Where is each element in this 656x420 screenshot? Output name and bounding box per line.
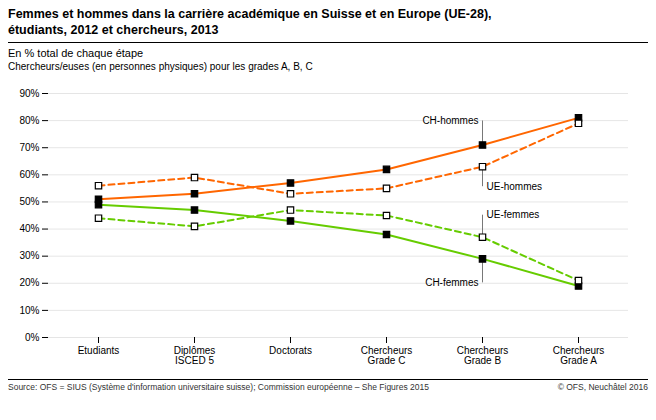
html-text:Source: OFS = SIUS (Système d': Source: OFS = SIUS (Système d'informatio… [8, 382, 429, 392]
svg-text:90%: 90% [19, 88, 39, 99]
svg-text:60%: 60% [19, 169, 39, 180]
svg-text:CH-femmes: CH-femmes [425, 277, 478, 288]
svg-text:Doctorats: Doctorats [269, 345, 312, 356]
svg-text:70%: 70% [19, 142, 39, 153]
svg-text:80%: 80% [19, 115, 39, 126]
svg-text:UE-hommes: UE-hommes [487, 181, 543, 192]
html-text:© OFS, Neuchâtel 2016: © OFS, Neuchâtel 2016 [557, 382, 648, 392]
svg-text:10%: 10% [19, 305, 39, 316]
svg-text:Etudiants: Etudiants [78, 345, 120, 356]
svg-text:UE-femmes: UE-femmes [487, 209, 540, 220]
svg-text:DiplômesISCED 5: DiplômesISCED 5 [174, 345, 216, 366]
html-text:Chercheurs/euses (en personnes: Chercheurs/euses (en personnes physiques… [8, 61, 313, 72]
svg-text:0%: 0% [25, 332, 40, 343]
svg-text:20%: 20% [19, 277, 39, 288]
html-text:En % total de chaque étape: En % total de chaque étape [8, 47, 144, 59]
svg-text:ChercheursGrade A: ChercheursGrade A [553, 345, 605, 366]
html-text:Femmes et hommes dans la carri: Femmes et hommes dans la carrière académ… [8, 7, 492, 37]
svg-text:30%: 30% [19, 250, 39, 261]
svg-text:CH-hommes: CH-hommes [422, 115, 478, 126]
svg-text:ChercheursGrade B: ChercheursGrade B [457, 345, 509, 366]
svg-text:40%: 40% [19, 223, 39, 234]
svg-text:ChercheursGrade C: ChercheursGrade C [361, 345, 413, 366]
svg-text:50%: 50% [19, 196, 39, 207]
